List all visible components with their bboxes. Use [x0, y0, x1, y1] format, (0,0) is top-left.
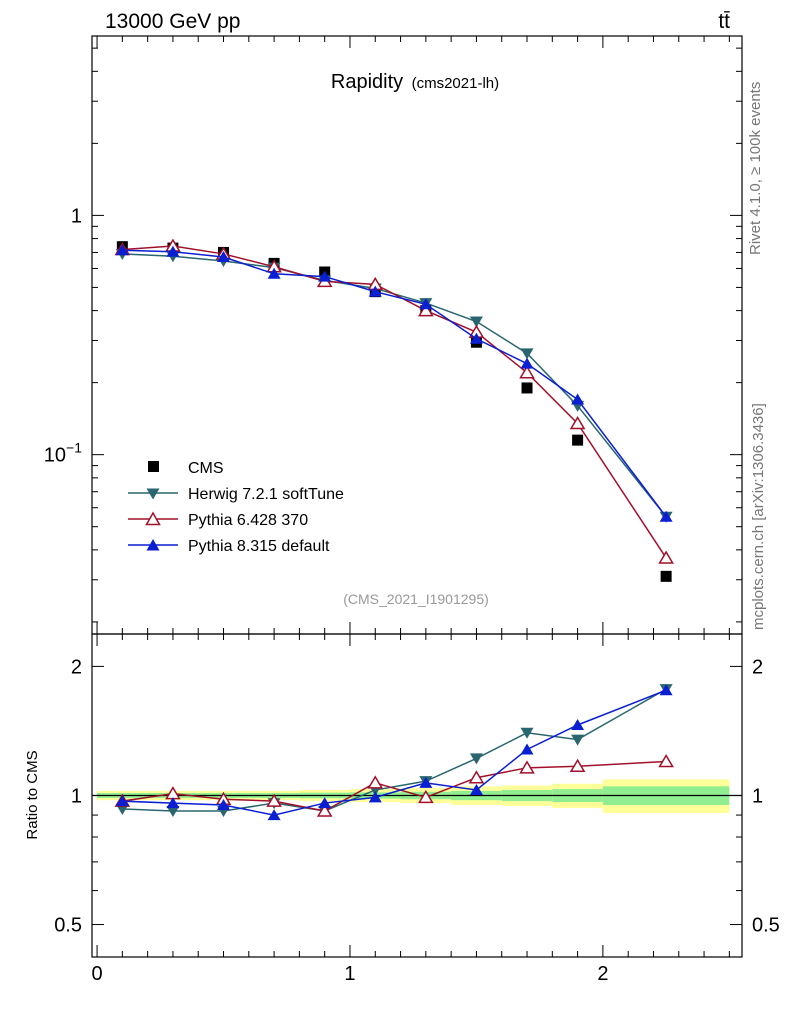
main-point-pythia8-8 [520, 357, 534, 369]
energy-label: 13000 GeV pp [105, 10, 240, 33]
mcplots-source-label: mcplots.cern.ch [arXiv:1306.3436] [750, 403, 767, 630]
title-main: Rapidity [331, 71, 403, 93]
ratio-point-pythia8-2 [217, 799, 231, 811]
legend-pythia6-label: Pythia 6.428 370 [188, 512, 308, 529]
ratio-point-pythia6-4 [316, 803, 333, 817]
ratio-y-tick-label-right-2: 2 [752, 656, 763, 678]
main-series-cms [116, 241, 672, 582]
ratio-point-pythia6-5 [367, 775, 384, 789]
main-point-pythia6-6 [418, 303, 434, 317]
legend: CMS Herwig 7.2.1 softTune Pythia 6.428 3… [128, 460, 344, 555]
main-y-tick-label-base: 10 [44, 445, 66, 467]
x-ticks: 0 1 2 [91, 36, 730, 985]
ratio-series [114, 684, 674, 821]
ratio-series-pythia8 [115, 684, 673, 821]
title-sub: (cms2021-lh) [412, 75, 500, 92]
main-point-cms-9 [572, 434, 584, 446]
ratio-point-pythia6-6 [418, 789, 434, 804]
legend-pythia6: Pythia 6.428 370 [128, 511, 308, 529]
ratio-point-pythia8-10 [659, 684, 673, 696]
main-point-pythia8-3 [267, 267, 281, 279]
analysis-id: (CMS_2021_I1901295) [343, 591, 489, 607]
main-point-pythia8-1 [166, 245, 180, 257]
main-point-pythia8-0 [115, 244, 129, 256]
ratio-y-axis-label: Ratio to CMS [24, 750, 41, 839]
main-point-herwig-8 [520, 348, 534, 360]
ratio-point-herwig-9 [571, 734, 585, 746]
main-point-herwig-7 [469, 316, 483, 328]
plot-title: Rapidity (cms2021-lh) [331, 71, 499, 93]
main-series-herwig [115, 248, 673, 523]
process-label: tt̄ [718, 10, 730, 33]
ratio-point-herwig-7 [469, 753, 483, 765]
ratio-point-herwig-8 [520, 727, 534, 739]
legend-cms-marker [148, 461, 159, 472]
ratio-y-tick-label-right-0: 0.5 [752, 915, 780, 937]
x-tick-label-0: 0 [91, 963, 102, 985]
main-point-cms-8 [521, 382, 533, 394]
main-point-pythia8-7 [469, 332, 483, 344]
rivet-version-label: Rivet 4.1.0, ≥ 100k events [747, 82, 764, 255]
ratio-point-pythia8-7 [469, 783, 483, 795]
main-y-tick-label-1: 1 [71, 205, 82, 227]
ratio-y-tick-label-left-0: 0.5 [54, 915, 82, 937]
ratio-point-pythia8-9 [571, 718, 585, 730]
legend-cms-label: CMS [188, 460, 224, 477]
ratio-point-pythia8-3 [267, 809, 281, 821]
main-point-pythia8-2 [217, 251, 231, 263]
ratio-y-ticks: 0.5 0.5 1 1 2 2 [54, 656, 780, 936]
x-tick-label-2: 2 [597, 963, 608, 985]
legend-pythia8-label: Pythia 8.315 default [188, 538, 330, 555]
ratio-point-pythia6-3 [266, 793, 282, 807]
main-point-cms-10 [660, 570, 672, 582]
main-point-pythia8-6 [419, 298, 433, 310]
ratio-point-pythia8-6 [419, 776, 433, 788]
main-point-pythia8-9 [571, 393, 585, 405]
legend-cms: CMS [148, 460, 224, 477]
ratio-y-tick-label-right-1: 1 [752, 785, 763, 807]
ratio-point-pythia8-5 [368, 791, 382, 803]
main-series [114, 238, 674, 582]
main-point-pythia8-4 [318, 270, 332, 282]
main-y-ticks: 1 10−1 [44, 47, 742, 623]
ratio-point-pythia6-7 [468, 770, 485, 784]
ratio-point-pythia6-8 [519, 760, 535, 774]
legend-pythia8: Pythia 8.315 default [128, 538, 330, 555]
ratio-point-pythia8-4 [318, 797, 332, 809]
x-tick-label-1: 1 [344, 963, 355, 985]
ratio-point-pythia8-0 [115, 795, 129, 807]
ratio-point-pythia6-9 [569, 758, 586, 772]
main-y-tick-label-exp: −1 [66, 440, 82, 456]
ratio-point-pythia6-10 [658, 754, 674, 768]
main-y-tick-label-0p1: 10−1 [44, 440, 82, 467]
legend-herwig-label: Herwig 7.2.1 softTune [188, 486, 344, 503]
main-point-pythia8-5 [368, 285, 382, 297]
main-point-pythia6-9 [569, 415, 586, 430]
main-point-pythia6-8 [519, 365, 535, 379]
ratio-point-herwig-1 [166, 805, 180, 817]
main-point-pythia6-10 [658, 550, 674, 564]
main-point-pythia8-10 [659, 510, 673, 522]
ratio-y-tick-label-left-2: 2 [71, 656, 82, 678]
ratio-point-pythia8-1 [166, 797, 180, 809]
ratio-point-pythia8-8 [520, 743, 534, 755]
legend-herwig-marker [146, 488, 160, 500]
legend-herwig: Herwig 7.2.1 softTune [128, 486, 344, 503]
legend-pythia8-marker [146, 539, 160, 551]
legend-pythia6-marker [145, 511, 161, 526]
ratio-y-tick-label-left-1: 1 [71, 785, 82, 807]
main-series-pythia8 [115, 244, 673, 522]
